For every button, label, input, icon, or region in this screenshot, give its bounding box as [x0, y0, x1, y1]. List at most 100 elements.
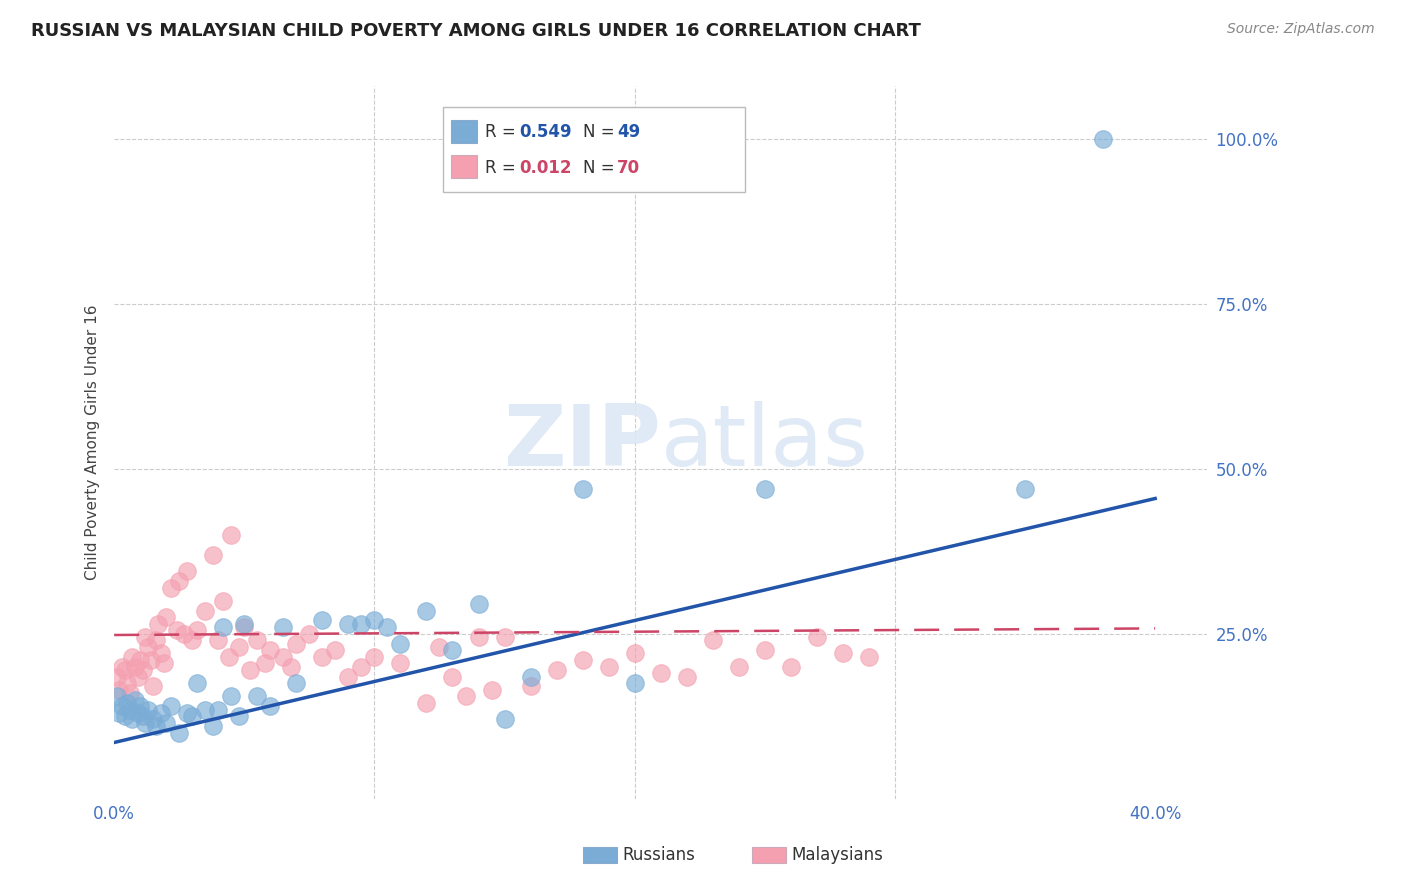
- Point: [415, 696, 437, 710]
- Point: [207, 633, 229, 648]
- Point: [280, 659, 302, 673]
- Point: [212, 593, 235, 607]
- Point: [546, 663, 568, 677]
- Point: [105, 669, 128, 683]
- Point: [142, 713, 165, 727]
- Point: [124, 659, 146, 673]
- Point: [494, 713, 516, 727]
- Point: [415, 604, 437, 618]
- Point: [1014, 482, 1036, 496]
- Point: [389, 636, 412, 650]
- Point: [228, 640, 250, 654]
- Point: [441, 669, 464, 683]
- Point: [246, 690, 269, 704]
- Point: [127, 669, 149, 683]
- Point: [118, 686, 141, 700]
- Text: 0.012: 0.012: [519, 159, 571, 177]
- Point: [363, 614, 385, 628]
- Point: [858, 649, 880, 664]
- Text: RUSSIAN VS MALAYSIAN CHILD POVERTY AMONG GIRLS UNDER 16 CORRELATION CHART: RUSSIAN VS MALAYSIAN CHILD POVERTY AMONG…: [31, 22, 921, 40]
- Point: [311, 614, 333, 628]
- Point: [238, 663, 260, 677]
- Point: [176, 564, 198, 578]
- Point: [166, 624, 188, 638]
- Point: [441, 643, 464, 657]
- Point: [108, 706, 131, 720]
- Point: [155, 715, 177, 730]
- Point: [136, 702, 159, 716]
- Point: [142, 680, 165, 694]
- Point: [285, 636, 308, 650]
- Point: [779, 659, 801, 673]
- Point: [571, 653, 593, 667]
- Text: 70: 70: [617, 159, 640, 177]
- Point: [273, 620, 295, 634]
- Text: N =: N =: [583, 159, 620, 177]
- Point: [350, 616, 373, 631]
- Point: [186, 624, 208, 638]
- Point: [571, 482, 593, 496]
- Point: [754, 643, 776, 657]
- Point: [519, 680, 541, 694]
- Point: [134, 630, 156, 644]
- Point: [155, 610, 177, 624]
- Text: 0.549: 0.549: [519, 123, 571, 141]
- Point: [494, 630, 516, 644]
- Point: [212, 620, 235, 634]
- Point: [160, 581, 183, 595]
- Point: [325, 643, 347, 657]
- Point: [160, 699, 183, 714]
- Point: [202, 548, 225, 562]
- Point: [114, 709, 136, 723]
- Point: [831, 647, 853, 661]
- Point: [675, 669, 697, 683]
- Point: [233, 616, 256, 631]
- Point: [363, 649, 385, 664]
- Y-axis label: Child Poverty Among Girls Under 16: Child Poverty Among Girls Under 16: [86, 305, 100, 580]
- Point: [150, 647, 173, 661]
- Point: [121, 649, 143, 664]
- Text: atlas: atlas: [661, 401, 869, 484]
- Point: [285, 676, 308, 690]
- Point: [186, 676, 208, 690]
- Point: [176, 706, 198, 720]
- Point: [150, 706, 173, 720]
- Point: [207, 702, 229, 716]
- Point: [467, 630, 489, 644]
- Point: [337, 669, 360, 683]
- Point: [337, 616, 360, 631]
- Point: [218, 649, 240, 664]
- Point: [194, 604, 217, 618]
- Point: [350, 659, 373, 673]
- Point: [148, 616, 170, 631]
- Point: [145, 633, 167, 648]
- Point: [115, 676, 138, 690]
- Point: [115, 696, 138, 710]
- Point: [221, 528, 243, 542]
- Point: [173, 626, 195, 640]
- Point: [481, 682, 503, 697]
- Point: [429, 640, 451, 654]
- Point: [246, 633, 269, 648]
- Text: 49: 49: [617, 123, 641, 141]
- Point: [702, 633, 724, 648]
- Point: [132, 709, 155, 723]
- Point: [108, 682, 131, 697]
- Point: [127, 706, 149, 720]
- Point: [233, 620, 256, 634]
- Point: [650, 666, 672, 681]
- Point: [623, 647, 645, 661]
- Point: [519, 669, 541, 683]
- Point: [181, 709, 204, 723]
- Point: [111, 659, 134, 673]
- Text: R =: R =: [485, 159, 522, 177]
- Point: [727, 659, 749, 673]
- Point: [167, 574, 190, 588]
- Text: N =: N =: [583, 123, 620, 141]
- Point: [194, 702, 217, 716]
- Point: [311, 649, 333, 664]
- Point: [254, 657, 277, 671]
- Point: [124, 692, 146, 706]
- Point: [152, 657, 174, 671]
- Text: Malaysians: Malaysians: [792, 847, 883, 864]
